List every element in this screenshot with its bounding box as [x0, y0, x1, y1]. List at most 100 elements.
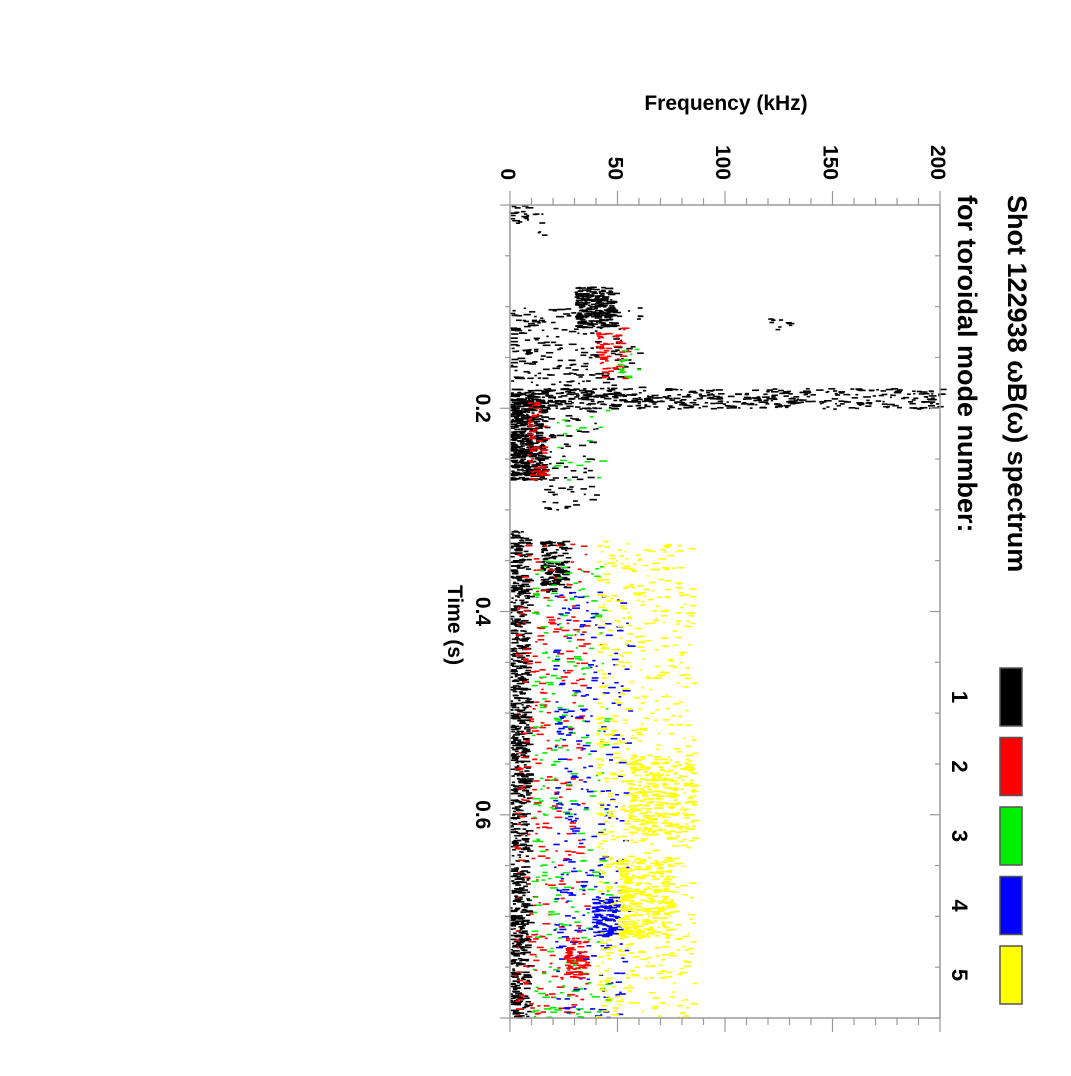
data-point-mode-2 [532, 428, 538, 431]
data-point-mode-2 [537, 472, 546, 474]
data-point-mode-2 [517, 767, 522, 769]
data-point-mode-1 [578, 305, 585, 308]
data-point-mode-1 [613, 391, 617, 394]
data-point-mode-1 [522, 319, 527, 322]
data-point-mode-1 [518, 360, 526, 363]
data-point-mode-1 [761, 396, 770, 398]
data-point-mode-5 [645, 821, 650, 823]
data-point-mode-5 [613, 756, 621, 759]
data-point-mode-1 [525, 444, 533, 446]
data-point-mode-2 [560, 897, 565, 900]
data-point-mode-4 [590, 636, 597, 639]
data-point-mode-1 [527, 432, 533, 435]
data-point-mode-5 [625, 763, 633, 765]
data-point-mode-1 [514, 599, 518, 602]
data-point-mode-1 [516, 398, 523, 400]
data-point-mode-5 [645, 908, 652, 910]
data-point-mode-5 [646, 865, 651, 867]
data-point-mode-2 [529, 953, 537, 956]
data-point-mode-1 [558, 564, 562, 566]
data-point-mode-1 [524, 578, 533, 581]
data-point-mode-5 [597, 561, 602, 563]
data-point-mode-1 [549, 582, 557, 585]
data-point-mode-1 [510, 434, 516, 437]
data-point-mode-1 [778, 404, 783, 406]
data-point-mode-1 [534, 458, 539, 460]
data-point-mode-1 [549, 552, 558, 554]
data-point-mode-5 [628, 984, 631, 987]
data-point-mode-1 [534, 374, 537, 377]
data-point-mode-1 [562, 552, 569, 555]
data-point-mode-3 [578, 589, 582, 592]
data-point-mode-3 [605, 894, 614, 896]
data-point-mode-5 [596, 624, 601, 627]
data-point-mode-2 [515, 812, 522, 815]
data-point-mode-2 [546, 711, 552, 714]
data-point-mode-4 [609, 901, 614, 903]
data-point-mode-5 [596, 579, 603, 582]
data-point-mode-5 [599, 989, 603, 991]
data-point-mode-1 [519, 920, 526, 923]
data-point-mode-1 [779, 392, 785, 395]
data-point-mode-2 [613, 335, 620, 337]
data-point-mode-1 [548, 540, 551, 543]
data-point-mode-5 [635, 554, 641, 556]
data-point-mode-1 [726, 401, 729, 403]
data-point-mode-4 [605, 930, 613, 932]
data-point-mode-2 [582, 652, 588, 655]
data-point-mode-1 [522, 400, 528, 403]
data-point-mode-5 [623, 879, 632, 882]
data-point-mode-1 [531, 418, 540, 421]
data-point-mode-1 [583, 493, 586, 496]
data-point-mode-5 [674, 787, 678, 789]
data-point-mode-1 [603, 403, 607, 406]
data-point-mode-5 [665, 890, 673, 893]
data-point-mode-1 [560, 561, 569, 564]
data-point-mode-1 [514, 867, 519, 869]
data-point-mode-5 [657, 732, 661, 735]
data-point-mode-1 [546, 351, 554, 354]
data-point-mode-2 [557, 652, 565, 655]
data-point-mode-1 [511, 437, 515, 439]
data-point-mode-4 [568, 894, 577, 896]
data-point-mode-3 [534, 896, 538, 899]
data-point-mode-2 [532, 446, 541, 449]
data-point-mode-1 [521, 923, 529, 925]
data-point-mode-5 [627, 933, 636, 935]
data-point-mode-2 [534, 670, 540, 673]
data-point-mode-1 [526, 585, 531, 588]
data-point-mode-1 [575, 287, 579, 289]
data-point-mode-1 [582, 396, 589, 398]
data-point-mode-3 [539, 777, 544, 780]
data-point-mode-5 [611, 777, 618, 780]
data-point-mode-2 [524, 741, 530, 743]
data-point-mode-5 [652, 876, 656, 878]
data-point-mode-3 [570, 960, 579, 963]
data-point-mode-1 [561, 573, 565, 575]
data-point-mode-5 [684, 844, 688, 847]
data-point-mode-1 [528, 466, 532, 468]
data-point-mode-1 [516, 394, 522, 396]
data-point-mode-5 [623, 987, 628, 990]
data-point-mode-5 [630, 920, 636, 923]
data-point-mode-5 [692, 795, 697, 797]
data-point-mode-4 [589, 869, 595, 872]
data-point-mode-2 [526, 883, 530, 885]
data-point-mode-5 [618, 661, 624, 663]
data-point-mode-3 [576, 870, 582, 872]
data-point-mode-1 [613, 338, 620, 340]
data-point-mode-1 [540, 541, 548, 544]
data-point-mode-1 [511, 918, 517, 921]
data-point-mode-1 [595, 377, 603, 379]
data-point-mode-1 [525, 724, 530, 726]
data-point-mode-1 [517, 917, 521, 920]
data-point-mode-1 [537, 372, 542, 375]
data-point-mode-1 [593, 305, 602, 308]
data-point-mode-1 [512, 219, 521, 222]
data-point-mode-3 [623, 364, 626, 367]
data-point-mode-5 [656, 906, 660, 909]
data-point-mode-1 [512, 582, 520, 585]
data-point-mode-1 [588, 320, 595, 322]
data-point-mode-1 [869, 389, 874, 392]
data-point-mode-1 [536, 396, 541, 398]
